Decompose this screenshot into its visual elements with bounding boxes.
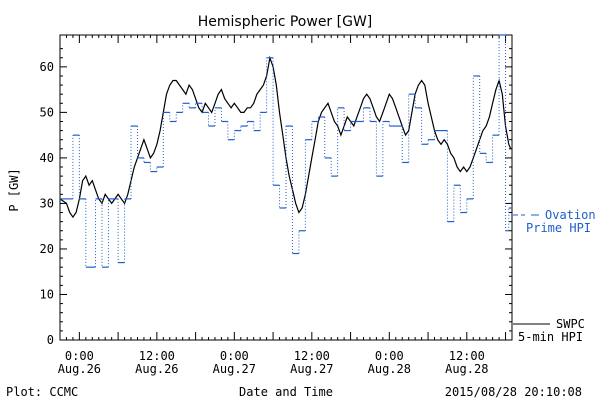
y-tick-label: 60 [40, 60, 54, 74]
legend-swpc-label-1: SWPC [556, 317, 585, 331]
y-tick-label: 0 [47, 333, 54, 347]
x-axis-label: Date and Time [239, 385, 333, 399]
series-swpc-line [59, 55, 512, 219]
y-tick-label: 10 [40, 287, 54, 301]
plot-frame [59, 34, 513, 341]
x-tick-label-date: Aug.26 [58, 362, 101, 376]
x-tick-label-date: Aug.28 [368, 362, 411, 376]
x-tick-label-time: 0:00 [375, 349, 404, 363]
chart-title: Hemispheric Power [GW] [198, 14, 373, 30]
x-tick-label-time: 12:00 [294, 349, 330, 363]
plot-credit: Plot: CCMC [6, 385, 78, 399]
y-tick-label: 50 [40, 105, 54, 119]
series-layer [59, 34, 512, 268]
y-axis-label: P [GW] [7, 168, 21, 211]
x-tick-label-time: 0:00 [220, 349, 249, 363]
y-tick-label: 20 [40, 242, 54, 256]
x-tick-label-time: 12:00 [449, 349, 485, 363]
x-axis-ticks: 0:00Aug.2612:00Aug.260:00Aug.2712:00Aug.… [58, 35, 507, 376]
y-tick-label: 30 [40, 196, 54, 210]
x-tick-label-time: 12:00 [139, 349, 175, 363]
legend-swpc: SWPC 5-min HPI [513, 317, 585, 344]
x-tick-label-date: Aug.28 [445, 362, 488, 376]
plot-timestamp: 2015/08/28 20:10:08 [445, 385, 582, 399]
y-tick-label: 40 [40, 151, 54, 165]
legend-ovation: Ovation Prime HPI [513, 208, 596, 235]
x-tick-label-date: Aug.27 [213, 362, 256, 376]
legend-ovation-label-1: Ovation [545, 208, 596, 222]
x-tick-label-date: Aug.26 [135, 362, 178, 376]
legend-ovation-label-2: Prime HPI [526, 221, 591, 235]
y-axis-ticks: 0 10 20 30 40 50 60 [40, 48, 512, 347]
legend-swpc-label-2: 5-min HPI [518, 330, 583, 344]
x-tick-label-date: Aug.27 [290, 362, 333, 376]
x-tick-label-time: 0:00 [65, 349, 94, 363]
